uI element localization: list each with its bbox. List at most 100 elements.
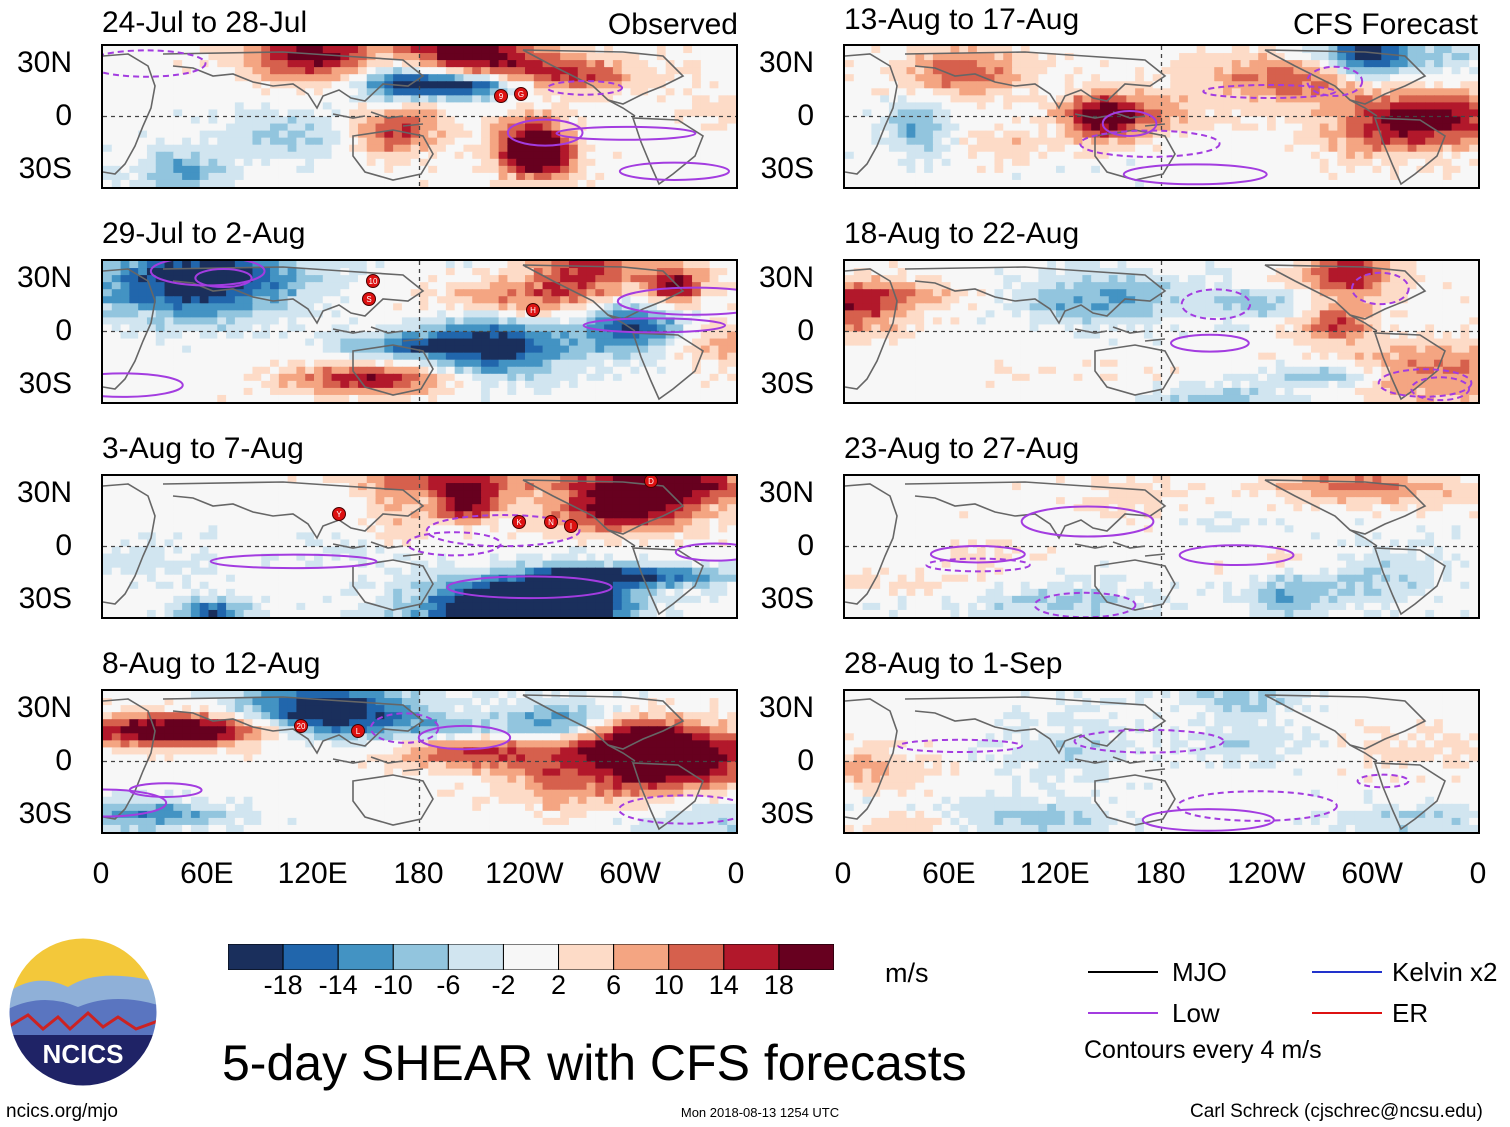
storm-marker-label: 20 xyxy=(297,722,306,731)
lon-tick-label: 60W xyxy=(1341,857,1403,890)
legend-line-low xyxy=(1088,1012,1158,1014)
storm-marker-label: K xyxy=(516,518,522,527)
lat-tick-label: 30S xyxy=(18,367,72,400)
lat-tick-label: 30S xyxy=(18,582,72,615)
storm-marker xyxy=(512,515,526,529)
lat-tick-label: 30S xyxy=(760,797,814,830)
colorbar-swatch xyxy=(502,944,560,970)
lon-tick-label: 60W xyxy=(599,857,661,890)
storm-marker-label: S xyxy=(366,295,371,304)
footer-website[interactable]: ncics.org/mjo xyxy=(6,1101,118,1122)
lat-tick-label: 30N xyxy=(16,46,72,79)
colorbar-swatch xyxy=(613,944,670,970)
panel-title-obs-2: 29-Jul to 2-Aug xyxy=(102,217,306,250)
map-fc-2 xyxy=(843,259,1480,404)
storm-marker xyxy=(351,724,365,738)
map-fc-3 xyxy=(843,474,1480,619)
colorbar xyxy=(228,944,834,970)
lat-tick-label: 30S xyxy=(760,152,814,185)
legend-label-low: Low xyxy=(1172,998,1220,1028)
map-obs-2: 10 S H xyxy=(101,259,738,404)
panel-title-fc-4: 28-Aug to 1-Sep xyxy=(844,647,1063,680)
footer-timestamp: Mon 2018-08-13 1254 UTC xyxy=(680,1105,840,1120)
lon-tick-label: 0 xyxy=(1469,857,1487,890)
map-obs-3: Y K N I D xyxy=(101,474,738,619)
lat-tick-label: 0 xyxy=(797,99,814,132)
storm-marker xyxy=(294,719,308,733)
legend-label-kelvin: Kelvin x2 xyxy=(1392,957,1498,987)
lat-tick-label: 30N xyxy=(758,691,814,724)
observed-tag: Observed xyxy=(607,8,738,41)
colorbar-swatch xyxy=(447,944,504,970)
lat-tick-label: 30N xyxy=(758,261,814,294)
lat-tick-label: 30N xyxy=(758,46,814,79)
lon-tick-label: 180 xyxy=(393,857,444,890)
legend-line-er xyxy=(1312,1012,1382,1014)
colorbar-tick-label: -14 xyxy=(318,970,358,1000)
lat-tick-label: 0 xyxy=(55,99,72,132)
colorbar-tick-label: 10 xyxy=(653,970,684,1000)
map-fc-4 xyxy=(843,689,1480,834)
colorbar-tick-label: -18 xyxy=(263,970,303,1000)
lat-tick-label: 30N xyxy=(16,691,72,724)
lat-tick-label: 30N xyxy=(16,261,72,294)
lat-tick-label: 30S xyxy=(760,367,814,400)
storm-marker-label: D xyxy=(648,477,654,486)
lat-tick-label: 0 xyxy=(797,744,814,777)
storm-marker-label: 9 xyxy=(499,92,504,101)
legend-line-kelvin xyxy=(1312,971,1382,973)
storm-marker xyxy=(366,274,380,288)
colorbar-tick-label: 14 xyxy=(708,970,739,1000)
forecast-tag: CFS Forecast xyxy=(1292,8,1478,41)
panel-title-fc-3: 23-Aug to 27-Aug xyxy=(844,432,1080,465)
legend-line-mjo xyxy=(1088,971,1158,973)
panel-title-obs-4: 8-Aug to 12-Aug xyxy=(102,647,321,680)
lon-tick-label: 0 xyxy=(92,857,110,890)
lon-tick-label: 120E xyxy=(1019,857,1090,890)
panel-title-fc-1: 13-Aug to 17-Aug xyxy=(844,3,1080,36)
ncics-logo: NCICS xyxy=(8,937,158,1087)
storm-marker-label: I xyxy=(570,522,572,531)
colorbar-swatch xyxy=(228,944,284,970)
lon-tick-label: 120W xyxy=(1227,857,1306,890)
lat-tick-label: 30S xyxy=(760,582,814,615)
colorbar-tick-label: -2 xyxy=(491,970,516,1000)
logo-text: NCICS xyxy=(43,1039,124,1069)
map-obs-4: 20 L xyxy=(101,689,738,834)
panel-title-fc-2: 18-Aug to 22-Aug xyxy=(844,217,1080,250)
panel-title-obs-3: 3-Aug to 7-Aug xyxy=(102,432,304,465)
colorbar-tick-label: -6 xyxy=(436,970,461,1000)
lon-tick-label: 0 xyxy=(727,857,745,890)
storm-marker xyxy=(564,519,578,533)
storm-marker xyxy=(644,476,658,488)
legend-label-mjo: MJO xyxy=(1172,957,1227,987)
lat-tick-label: 30S xyxy=(18,797,72,830)
colorbar-swatch xyxy=(392,944,449,970)
storm-marker-label: L xyxy=(356,727,361,736)
panel-title-obs-1: 24-Jul to 28-Jul xyxy=(102,6,308,39)
lat-tick-label: 30S xyxy=(18,152,72,185)
storm-marker xyxy=(526,303,540,317)
storm-marker-label: 10 xyxy=(369,277,378,286)
units-label: m/s xyxy=(885,958,929,988)
colorbar-swatch xyxy=(337,944,394,970)
lon-tick-label: 120W xyxy=(485,857,564,890)
storm-marker-label: N xyxy=(548,518,554,527)
colorbar-tick-label: 2 xyxy=(551,970,567,1000)
legend-label-er: ER xyxy=(1392,998,1429,1028)
lon-tick-label: 60E xyxy=(922,857,976,890)
storm-marker xyxy=(332,507,346,521)
storm-marker-label: G xyxy=(518,90,524,99)
colorbar-tick-label: 18 xyxy=(763,970,794,1000)
lat-tick-label: 0 xyxy=(55,744,72,777)
storm-marker-label: Y xyxy=(336,510,342,519)
colorbar-tick-label: 6 xyxy=(606,970,622,1000)
storm-marker xyxy=(362,292,376,306)
contour-note: Contours every 4 m/s xyxy=(1084,1036,1322,1064)
colorbar-swatch xyxy=(723,944,780,970)
colorbar-swatch xyxy=(778,944,834,970)
lon-tick-label: 120E xyxy=(277,857,348,890)
storm-marker xyxy=(494,89,508,103)
lat-tick-label: 0 xyxy=(797,314,814,347)
